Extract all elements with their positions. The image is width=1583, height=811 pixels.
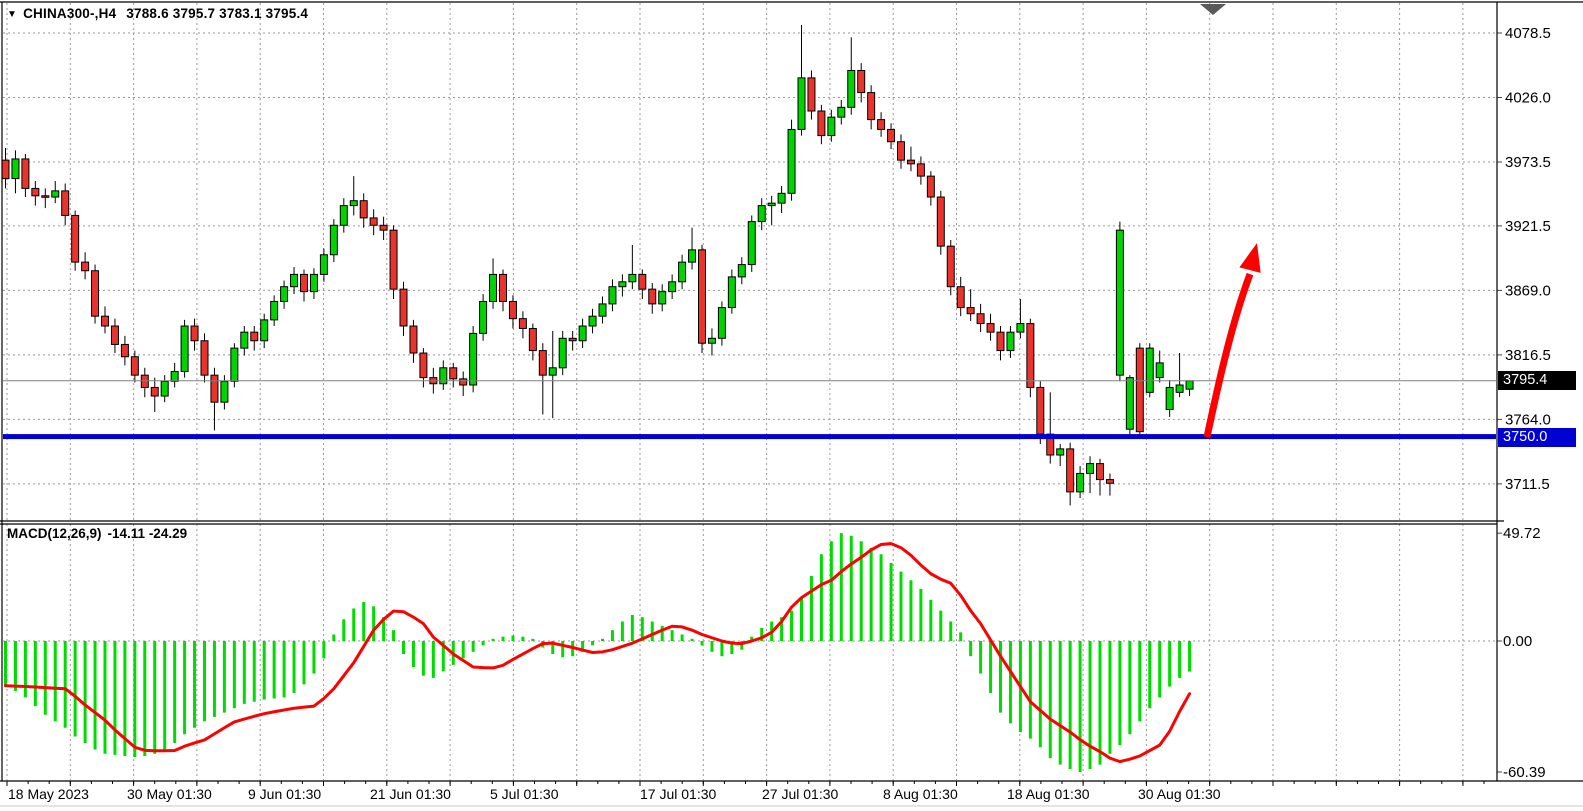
svg-text:3869.0: 3869.0 [1505,282,1551,299]
macd-values: -14.11 -24.29 [107,526,188,541]
svg-text:3711.5: 3711.5 [1505,476,1550,493]
svg-text:3816.5: 3816.5 [1505,347,1551,364]
macd-name: MACD(12,26,9) [7,526,102,541]
time-axis-label: 17 Jul 01:30 [640,786,716,802]
time-axis-label: 27 Jul 01:30 [762,786,838,802]
time-axis-label: 30 Aug 01:30 [1138,786,1221,802]
svg-text:3973.5: 3973.5 [1505,154,1551,171]
time-axis-label: 9 Jun 01:30 [248,786,321,802]
time-axis[interactable]: 18 May 2023 30 May 01:30 9 Jun 01:30 21 Jun… [6,781,1485,802]
object-lines[interactable] [3,380,1496,440]
svg-text:4078.5: 4078.5 [1505,25,1551,42]
price-axis-labels: 4078.5 4026.0 3973.5 3921.5 3869.0 3816.5 3764… [1497,25,1551,781]
time-axis-label: 8 Aug 01:30 [883,786,958,802]
macd-signal-line [4,542,1192,764]
svg-text:3921.5: 3921.5 [1505,218,1551,235]
svg-text:-60.39: -60.39 [1503,764,1546,781]
current-price-badge: 3795.4 [1498,371,1576,390]
svg-text:49.72: 49.72 [1503,525,1541,542]
up-arrow-annotation[interactable] [1203,243,1261,438]
ohlc-values: 3788.6 3795.7 3783.1 3795.4 [126,6,309,21]
macd-histogram [4,533,1192,772]
symbol-timeframe-label: CHINA300-,H4 [23,6,117,21]
macd-indicator-label: MACD(12,26,9) -14.11 -24.29 [7,526,187,541]
svg-text:3764.0: 3764.0 [1505,411,1551,428]
time-axis-label: 21 Jun 01:30 [370,786,451,802]
time-axis-label: 5 Jul 01:30 [490,786,559,802]
time-axis-label: 18 May 2023 [8,786,89,802]
time-axis-label: 18 Aug 01:30 [1007,786,1090,802]
symbol-dropdown-icon[interactable]: ▼ [7,9,18,20]
svg-text:0.00: 0.00 [1503,633,1532,650]
blue-level-price-badge: 3750.0 [1498,428,1576,447]
chart-title: ▼ CHINA300-,H4 3788.6 3795.7 3783.1 3795.4 [7,6,308,21]
time-axis-label: 30 May 01:30 [127,786,212,802]
support-level-line [3,434,1496,440]
last-bar-marker-icon [1200,4,1226,15]
svg-text:4026.0: 4026.0 [1505,90,1551,107]
